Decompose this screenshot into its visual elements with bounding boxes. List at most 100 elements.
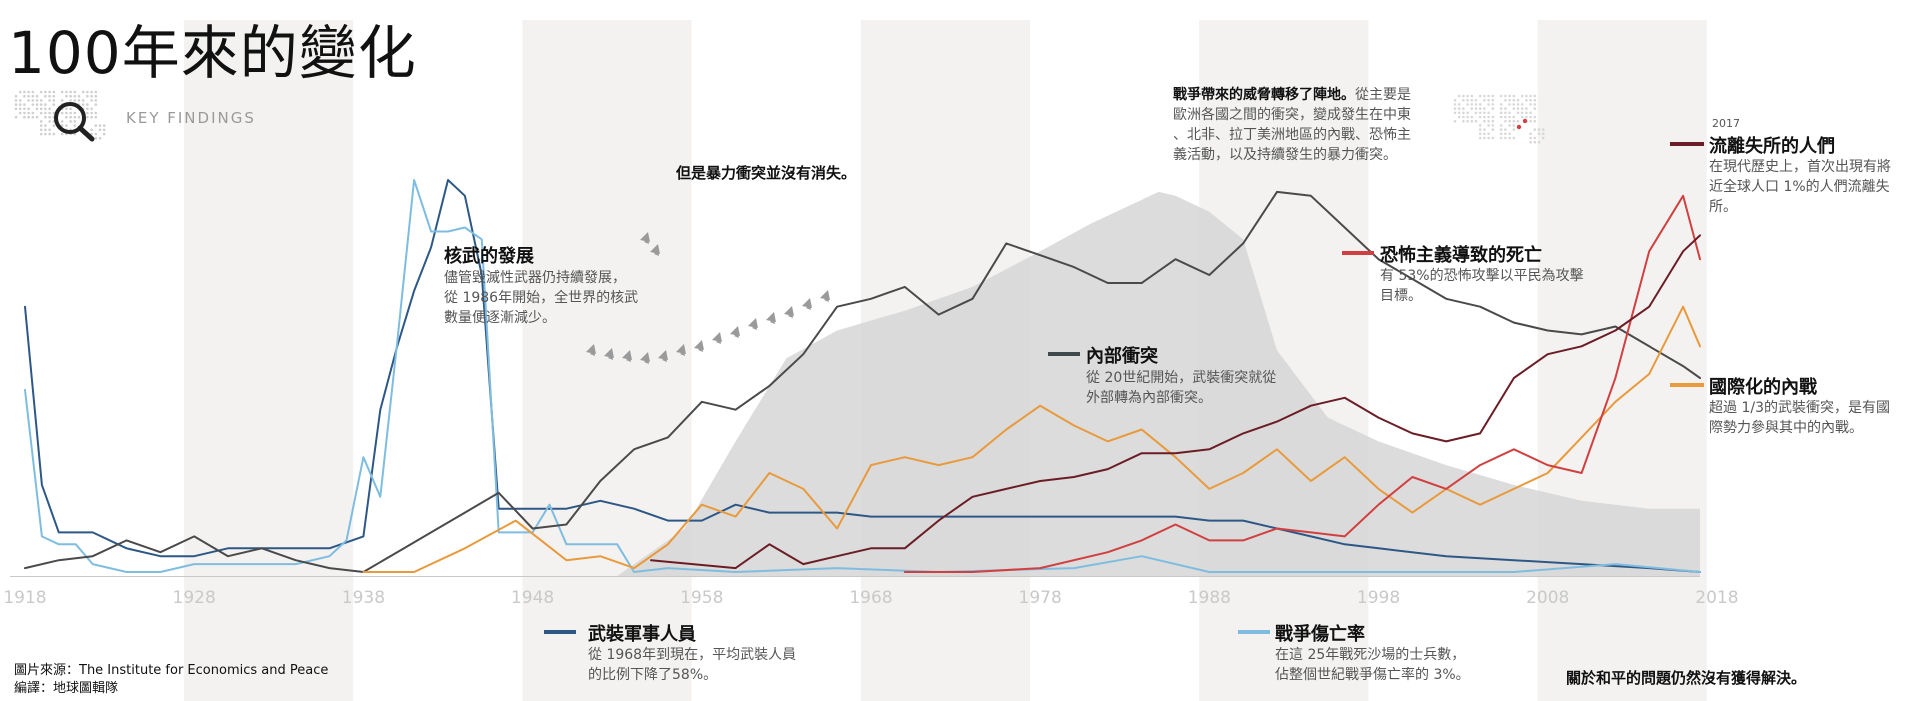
map-dot	[1529, 94, 1532, 98]
map-dot	[1512, 103, 1516, 106]
decade-band	[1537, 20, 1707, 701]
map-dot	[1470, 107, 1474, 110]
map-dot	[14, 99, 18, 102]
map-dot	[52, 90, 56, 94]
map-dot	[65, 111, 68, 115]
map-dot	[1462, 111, 1465, 115]
map-dot	[86, 94, 89, 98]
map-dot	[52, 132, 56, 136]
threat-bold: 戰爭帶來的威脅轉移了陣地。	[1173, 87, 1355, 103]
map-dot	[1487, 111, 1490, 115]
military-swatch	[544, 630, 576, 634]
nuclear-desc-line: 從 1986年開始，全世界的核武	[444, 290, 639, 306]
map-dot	[1520, 115, 1524, 119]
intl-civil-desc: 超過 1/3的武裝衝突，是有國 際勢力參與其中的內戰。	[1709, 398, 1890, 438]
map-dot	[48, 90, 51, 94]
map-dot	[1491, 128, 1495, 131]
map-dot	[1504, 115, 1507, 119]
map-dot	[94, 94, 98, 98]
map-dot	[1453, 111, 1457, 115]
map-dot	[1512, 94, 1516, 98]
map-dot	[1504, 98, 1507, 102]
map-dot	[1508, 132, 1511, 136]
map-dot	[1483, 111, 1486, 115]
map-dot	[44, 128, 47, 132]
displaced-desc: 在現代歷史上，首次出現有將 近全球人口 1%的人們流離失 所。	[1709, 157, 1891, 217]
missile-icon	[802, 298, 812, 310]
map-dot	[52, 99, 56, 102]
displaced-year: 2017	[1712, 117, 1740, 130]
map-dot	[39, 120, 43, 123]
threat-note: 戰爭帶來的威脅轉移了陣地。從主要是 歐洲各國之間的衝突，變成發生在中東 、北非、…	[1173, 85, 1463, 165]
map-dot	[102, 128, 106, 132]
missile-icon	[604, 348, 614, 360]
map-dot	[1512, 119, 1516, 123]
map-dot	[39, 124, 43, 127]
map-dot	[1508, 98, 1511, 102]
map-dot	[1529, 140, 1532, 144]
displaced-title: 流離失所的人們	[1709, 136, 1835, 157]
map-dot	[1478, 115, 1482, 119]
military-desc: 從 1968年到現在，平均武裝人員 的比例下降了58%。	[588, 645, 796, 685]
map-dot	[31, 115, 35, 119]
map-dot	[1457, 111, 1461, 115]
map-dot	[39, 103, 43, 106]
map-dot	[77, 99, 81, 102]
map-dot	[1525, 107, 1528, 110]
map-dot	[90, 128, 93, 132]
map-dot	[1516, 103, 1520, 106]
map-dot	[77, 94, 81, 98]
map-dot	[52, 124, 56, 127]
missile-icon	[820, 290, 830, 302]
map-dot	[1520, 103, 1524, 106]
map-dot	[1470, 103, 1474, 106]
map-dot	[1470, 94, 1474, 98]
map-dot	[1508, 94, 1511, 98]
military-desc-line: 的比例下降了58%。	[588, 667, 718, 683]
terror-swatch	[1342, 251, 1374, 255]
map-dot	[69, 120, 72, 123]
map-dot	[18, 99, 22, 102]
x-tick-label: 1998	[1357, 588, 1400, 608]
map-dot	[60, 124, 64, 127]
map-dot	[1499, 124, 1503, 127]
map-dot	[31, 111, 35, 115]
map-dot	[69, 111, 72, 115]
map-dot	[23, 103, 26, 106]
map-dot	[31, 103, 35, 106]
map-dot	[1487, 132, 1490, 136]
map-dot	[73, 115, 77, 119]
map-dot	[1483, 107, 1486, 110]
map-dot	[65, 94, 68, 98]
map-dot	[1474, 103, 1478, 106]
series-line-3	[362, 305, 1701, 573]
x-tick-labels: 1918 1928 1938 1948 1958 1968 1978 1988 1998 2008…	[3, 588, 1738, 608]
missile-icon	[676, 344, 686, 356]
map-dot	[1453, 103, 1457, 106]
map-dot	[1504, 94, 1507, 98]
map-dot	[44, 94, 47, 98]
map-dot	[1466, 119, 1469, 123]
x-tick-label: 1968	[849, 588, 892, 608]
map-dot	[94, 136, 98, 140]
map-dot	[1516, 119, 1520, 123]
map-dot	[48, 111, 51, 115]
map-dot	[69, 107, 72, 111]
map-dot	[1462, 94, 1465, 98]
map-dot	[27, 94, 30, 98]
map-dot	[60, 120, 64, 123]
missile-icon	[712, 332, 722, 344]
map-dot	[1504, 128, 1507, 131]
map-dot	[60, 111, 64, 115]
series-line-1	[24, 179, 1701, 573]
map-dot	[1478, 136, 1482, 140]
map-dot	[1529, 111, 1532, 115]
series-line-2	[24, 190, 1701, 573]
map-dot	[27, 90, 30, 94]
map-dot	[1529, 103, 1532, 106]
missile-icon	[640, 352, 650, 364]
map-dot	[1453, 107, 1457, 110]
map-dot	[52, 111, 56, 115]
intl-civil-title: 國際化的內戰	[1709, 377, 1817, 398]
map-dot	[1491, 136, 1495, 140]
